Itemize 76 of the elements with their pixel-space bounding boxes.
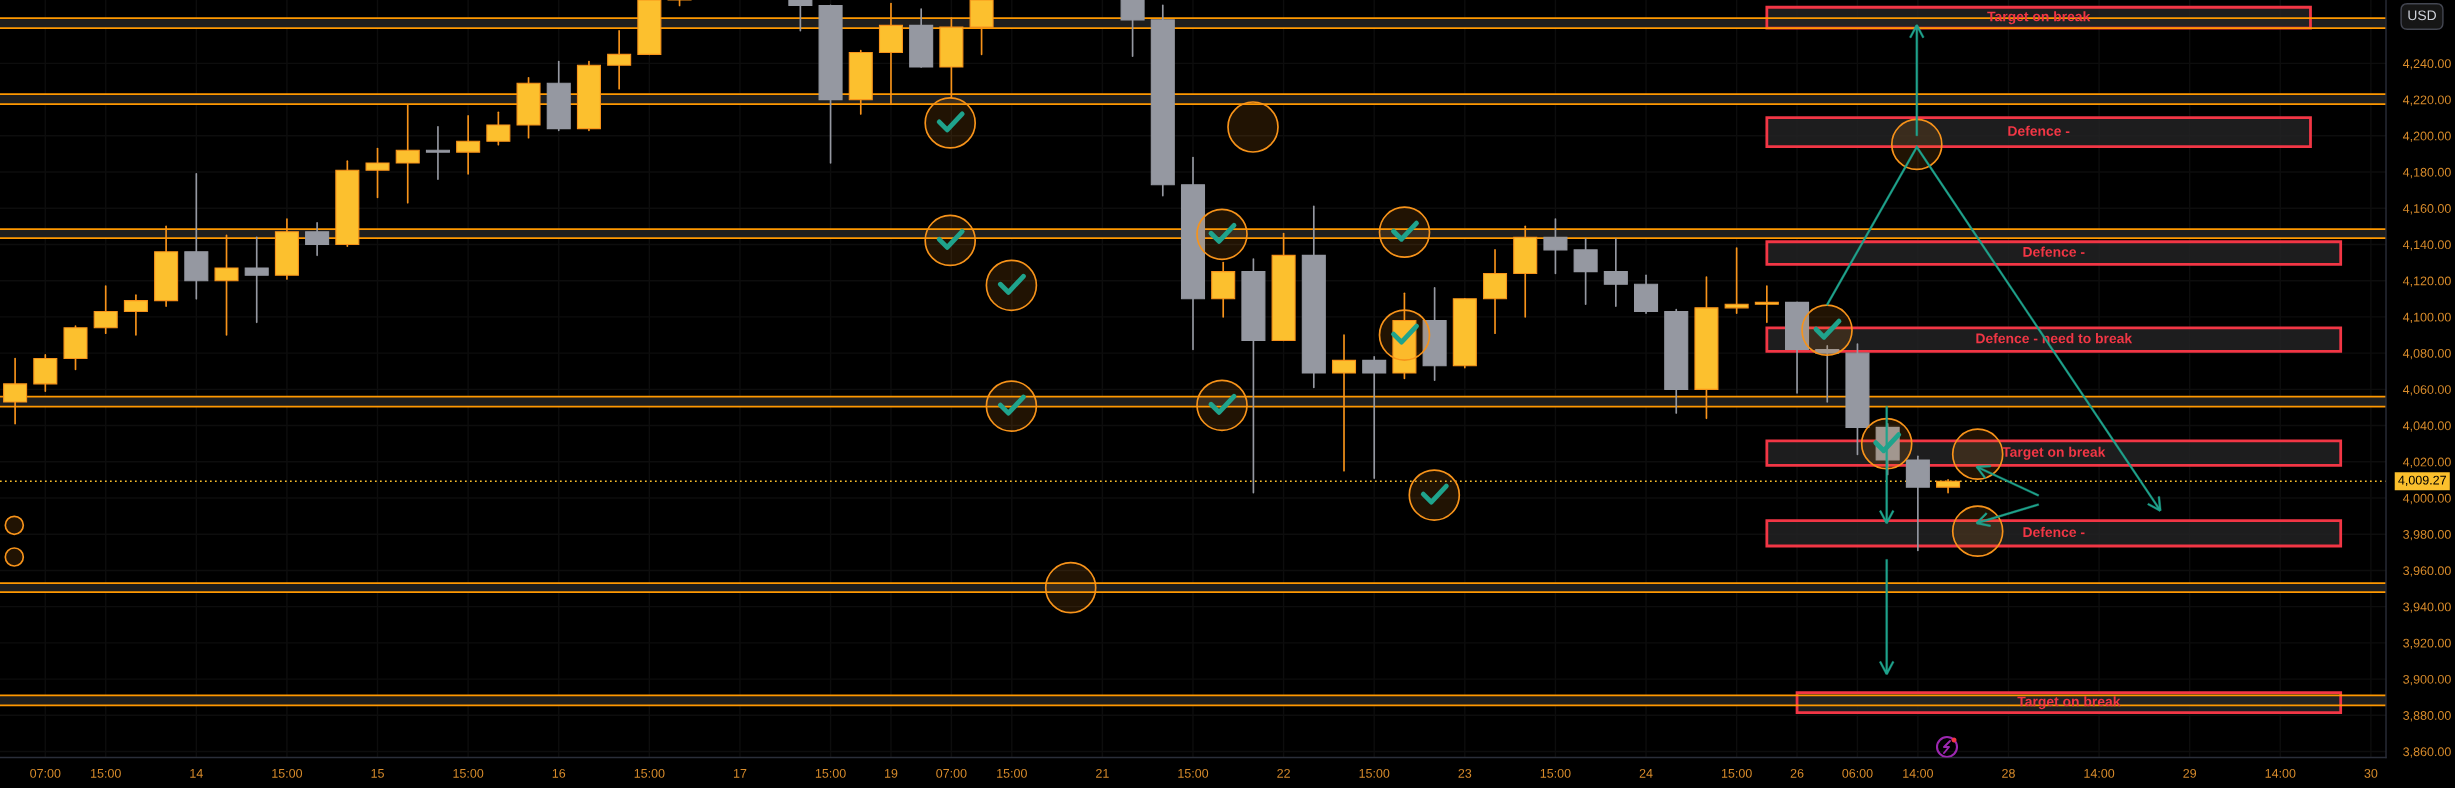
x-tick-label: 15:00 xyxy=(453,768,484,778)
candlestick xyxy=(1573,238,1598,306)
candlestick xyxy=(788,0,813,32)
x-tick-label: 17 xyxy=(733,769,747,778)
x-tick-label: 15:00 xyxy=(91,768,121,778)
band-label: Defence - xyxy=(2023,526,2085,538)
candlestick xyxy=(123,294,148,336)
y-tick-label: 4,040.00 xyxy=(2402,421,2451,432)
x-tick-label: 24 xyxy=(1639,768,1653,778)
y-tick-label: 3,940.00 xyxy=(2403,602,2451,613)
y-tick-label: 3,920.00 xyxy=(2403,638,2451,649)
x-tick-label: 30 xyxy=(2364,768,2378,778)
y-tick-label: 4,000.00 xyxy=(2402,493,2451,505)
y-tick-label: 4,080.00 xyxy=(2402,348,2451,360)
candlestick xyxy=(1120,0,1145,57)
candlestick xyxy=(244,236,269,324)
x-tick-label: 14:00 xyxy=(2084,768,2115,778)
y-tick-label: 4,180.00 xyxy=(2402,167,2451,179)
y-tick-label: 4,100.00 xyxy=(2402,312,2451,324)
x-tick-label: 15 xyxy=(371,769,384,778)
y-tick-label: 3,980.00 xyxy=(2403,530,2451,541)
x-tick-label: 14:00 xyxy=(2265,768,2296,778)
candlestick xyxy=(1815,345,1840,403)
x-tick-label: 26 xyxy=(1790,768,1804,778)
candlestick xyxy=(395,104,420,204)
candlestick xyxy=(1543,218,1568,275)
x-tick-label: 15:00 xyxy=(1359,768,1390,778)
candlestick xyxy=(365,147,390,199)
candlestick xyxy=(425,125,450,181)
y-tick-label: 4,140.00 xyxy=(2402,240,2451,251)
candlestick xyxy=(3,357,28,425)
x-tick-label: 15:00 xyxy=(272,768,303,778)
candlestick xyxy=(1603,238,1628,307)
x-tick-label: 15:00 xyxy=(634,768,665,778)
candlestick xyxy=(93,285,118,335)
candlestick xyxy=(1724,247,1749,315)
candlestick xyxy=(305,221,330,257)
candlestick xyxy=(1331,334,1357,472)
x-tick-label: 22 xyxy=(1277,768,1290,778)
x-tick-label: 19 xyxy=(884,768,898,778)
x-tick-label: 14 xyxy=(190,769,203,778)
y-tick-label: 3,880.00 xyxy=(2403,711,2451,722)
candlestick xyxy=(456,115,481,175)
y-tick-label: 4,020.00 xyxy=(2402,457,2451,468)
x-tick-label: 23 xyxy=(1458,768,1472,778)
candlestick xyxy=(607,29,632,90)
x-tick-label: 14:00 xyxy=(1903,768,1934,778)
x-tick-label: 15:00 xyxy=(1178,768,1209,778)
candlestick xyxy=(486,111,511,146)
x-tick-label: 21 xyxy=(1096,768,1109,778)
x-tick-label: 15:00 xyxy=(997,768,1027,778)
band-label: Defence - xyxy=(2008,125,2070,136)
y-tick-label: 4,240.00 xyxy=(2402,59,2451,70)
y-tick-label: 3,860.00 xyxy=(2403,747,2451,758)
x-tick-label: 15:00 xyxy=(815,768,846,778)
x-tick-label: 16 xyxy=(552,768,566,778)
x-tick-label: 29 xyxy=(2183,768,2197,778)
y-tick-label: 3,900.00 xyxy=(2403,674,2451,686)
candlestick xyxy=(1754,285,1779,324)
band-label: Defence - xyxy=(2023,246,2085,257)
x-tick-label: 07:00 xyxy=(30,768,61,778)
y-axis-title: USD xyxy=(2408,10,2436,21)
candlestick xyxy=(1362,355,1387,479)
y-tick-label: 4,220.00 xyxy=(2402,95,2451,106)
x-tick-label: 07:00 xyxy=(936,768,967,778)
y-tick-label: 4,160.00 xyxy=(2402,204,2451,215)
y-tick-label: 3,960.00 xyxy=(2403,566,2451,577)
y-tick-label: 4,200.00 xyxy=(2402,131,2451,142)
x-tick-label: 28 xyxy=(2002,768,2015,778)
ref-line-label: 4,009.27 xyxy=(2398,475,2446,487)
x-tick-label: 15:00 xyxy=(1721,768,1752,778)
candlestick xyxy=(214,234,239,336)
y-tick-label: 4,120.00 xyxy=(2402,276,2451,287)
y-tick-label: 4,060.00 xyxy=(2402,385,2451,396)
x-tick-label: 06:00 xyxy=(1842,768,1873,778)
x-tick-label: 15:00 xyxy=(1540,768,1571,778)
